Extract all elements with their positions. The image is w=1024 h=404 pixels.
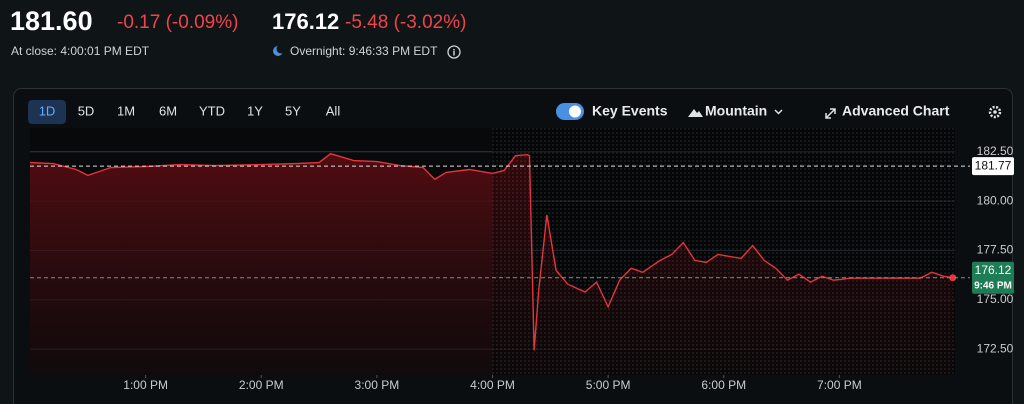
last-price-label: 176.12 [975,263,1012,277]
range-button[interactable]: 6M [159,103,177,118]
x-tick-label: 2:00 PM [239,378,284,392]
close-change: -0.17 (-0.09%) [117,12,238,33]
mountain-icon [688,109,703,117]
overnight-label: Overnight: 9:46:33 PM EDT [290,44,438,58]
expand-icon [825,108,836,119]
last-price-box [972,261,1014,294]
after-hours-shade [492,128,955,375]
range-button[interactable]: 1D [39,103,56,118]
x-tick-label: 7:00 PM [817,378,862,392]
previous-close-label: 181.77 [975,158,1012,172]
y-tick-label: 182.50 [977,144,1014,158]
advanced-chart[interactable]: Advanced Chart [842,103,950,119]
info-icon-glyph: i [453,47,456,57]
x-tick-label: 5:00 PM [586,378,631,392]
range-button[interactable]: YTD [199,103,225,118]
x-tick-label: 1:00 PM [123,378,168,392]
settings-icon[interactable] [988,105,1002,119]
y-tick-label: 172.50 [977,341,1014,355]
key-events[interactable]: Key Events [592,103,668,119]
range-button[interactable]: 5D [78,103,95,118]
last-time-label: 9:46 PM [974,280,1012,291]
y-tick-label: 175.00 [977,292,1014,306]
info-icon[interactable] [447,45,461,59]
range-button[interactable]: All [326,103,341,118]
previous-close-box [972,157,1014,176]
range-button[interactable]: 1Y [247,103,263,118]
close-price: 181.60 [10,6,93,36]
overnight-change: -5.48 (-3.02%) [345,12,466,33]
range-selected [28,100,66,124]
x-tick-label: 6:00 PM [701,378,746,392]
chart-style[interactable]: Mountain [705,103,767,119]
chevron [774,109,783,115]
range-button[interactable]: 5Y [285,103,301,118]
toggle-knob [569,105,581,118]
close-label: At close: 4:00:01 PM EDT [11,44,150,58]
range-button[interactable]: 1M [117,103,135,118]
overnight-price: 176.12 [272,9,339,34]
moon-icon-cut [276,44,286,54]
y-tick-label: 177.50 [977,243,1014,257]
settings-icon-center [993,110,997,114]
last-point [949,274,957,282]
x-tick-label: 3:00 PM [355,378,400,392]
x-tick-label: 4:00 PM [470,378,515,392]
y-tick-label: 180.00 [977,193,1014,207]
price-line [29,152,953,351]
